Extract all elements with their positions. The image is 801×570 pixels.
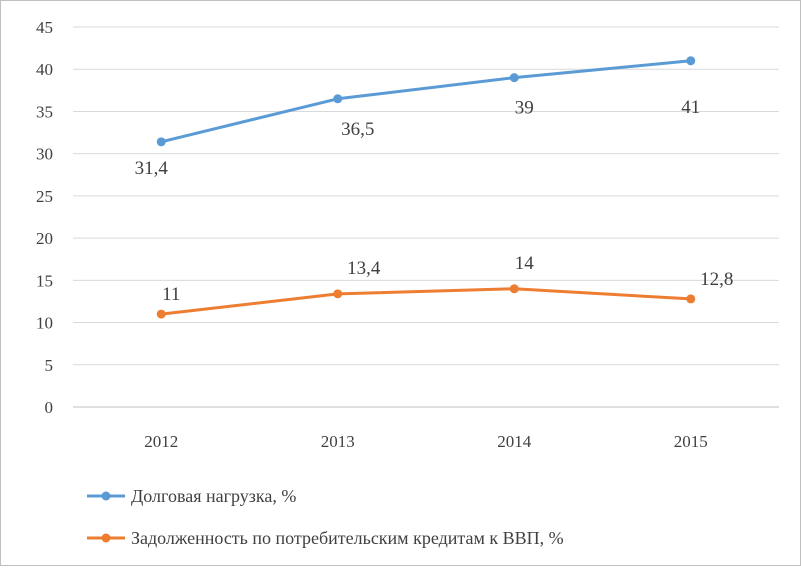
x-axis-ticks: 2012 2013 2014 2015	[144, 432, 708, 451]
y-tick-label-0: 0	[45, 398, 54, 417]
data-label-0-3: 41	[681, 97, 700, 118]
data-labels: 31,4 36,5 39 41 11 13,4 14 12,8	[135, 97, 734, 305]
data-label-1-3: 12,8	[700, 269, 733, 290]
y-tick-label-45: 45	[36, 18, 53, 37]
y-tick-label-20: 20	[36, 229, 53, 248]
y-tick-label-40: 40	[36, 60, 53, 79]
y-tick-label-5: 5	[45, 356, 54, 375]
data-label-1-2: 14	[515, 253, 535, 274]
data-label-0-0: 31,4	[135, 158, 169, 179]
x-tick-label-2015: 2015	[674, 432, 708, 451]
data-point-1-0	[156, 309, 166, 319]
data-point-0-1	[333, 94, 343, 104]
x-tick-label-2013: 2013	[321, 432, 355, 451]
x-tick-label-2014: 2014	[497, 432, 532, 451]
data-label-0-1: 36,5	[341, 119, 374, 140]
series-line-0	[160, 59, 691, 144]
data-point-0-3	[686, 56, 696, 66]
data-label-1-1: 13,4	[347, 258, 381, 279]
y-tick-label-10: 10	[36, 314, 53, 333]
legend-label-1: Задолженность по потребительским кредита…	[131, 528, 564, 548]
data-label-0-2: 39	[515, 98, 534, 119]
legend: Долговая нагрузка, % Задолженность по пот…	[87, 486, 564, 548]
series-line-1	[161, 287, 691, 316]
data-point-1-2	[509, 284, 519, 294]
data-point-0-2	[509, 73, 519, 83]
y-tick-label-30: 30	[36, 145, 53, 164]
data-label-1-0: 11	[162, 284, 180, 305]
y-tick-label-35: 35	[36, 102, 53, 121]
y-tick-label-25: 25	[36, 187, 53, 206]
data-point-1-3	[686, 294, 696, 304]
y-tick-label-15: 15	[36, 271, 53, 290]
legend-marker-1	[101, 533, 111, 543]
series-lines	[156, 56, 696, 319]
x-tick-label-2012: 2012	[144, 432, 178, 451]
gridlines	[73, 26, 779, 408]
data-point-1-1	[333, 289, 343, 299]
data-point-0-0	[156, 137, 166, 147]
y-axis-ticks: 0 5 10 15 20 25 30 35 40 45	[36, 18, 53, 417]
legend-label-0: Долговая нагрузка, %	[131, 486, 296, 506]
legend-marker-0	[101, 491, 111, 501]
